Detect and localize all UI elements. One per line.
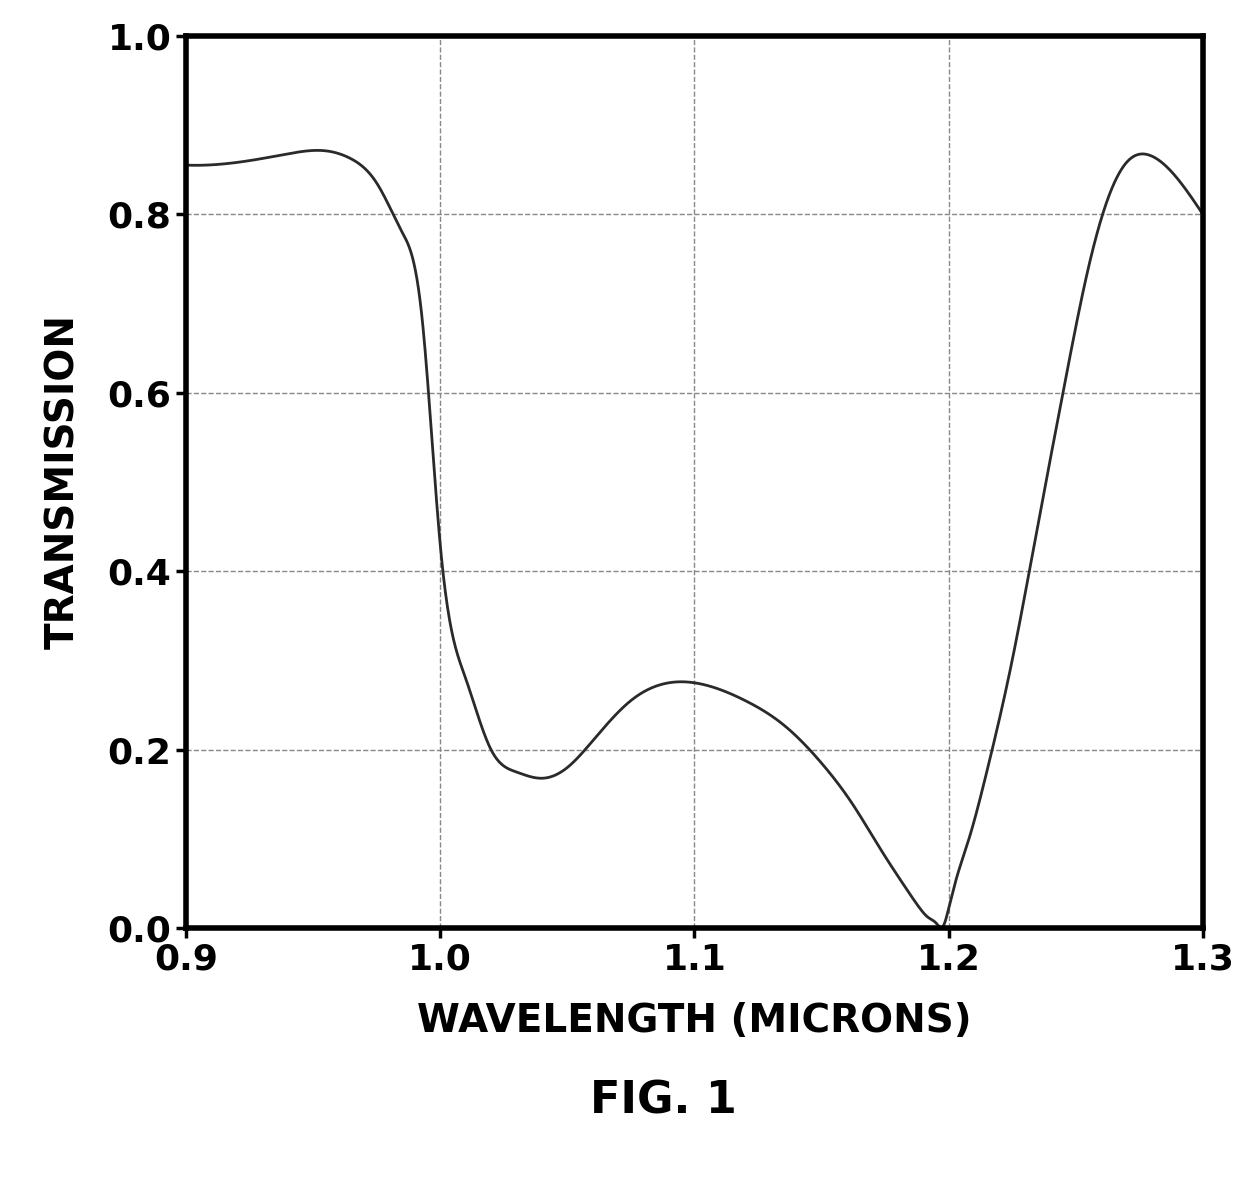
Text: FIG. 1: FIG. 1 xyxy=(590,1079,737,1122)
Y-axis label: TRANSMISSION: TRANSMISSION xyxy=(45,314,83,650)
X-axis label: WAVELENGTH (MICRONS): WAVELENGTH (MICRONS) xyxy=(417,1002,972,1040)
